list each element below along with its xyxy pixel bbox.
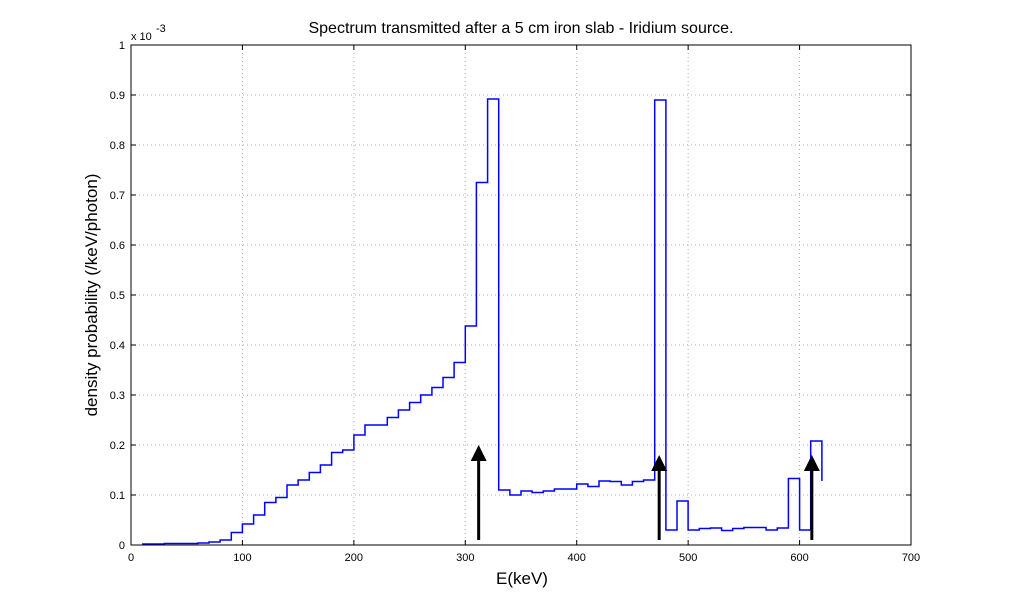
y-tick-label: 0.8 <box>110 140 125 152</box>
y-tick-label: 0.4 <box>110 340 125 352</box>
y-exponent-label: -3 <box>156 23 166 35</box>
x-axis-label: E(keV) <box>496 569 548 588</box>
annotation-arrow <box>803 455 820 540</box>
x-tick-label: 700 <box>902 552 920 564</box>
grid <box>131 45 911 545</box>
x-tick-label: 400 <box>568 552 586 564</box>
annotation-arrow <box>651 455 668 540</box>
series-layer <box>142 98 823 545</box>
y-scale-multiplier: x 10 -3 <box>131 23 166 43</box>
y-tick-label: 0.5 <box>110 290 125 302</box>
arrow-head <box>803 455 820 471</box>
y-tick-label: 1 <box>119 40 125 52</box>
y-tick-label: 0.1 <box>110 490 125 502</box>
plot-frame <box>130 44 912 546</box>
chart-title: Spectrum transmitted after a 5 cm iron s… <box>308 20 733 37</box>
y-tick-label: 0.6 <box>110 240 125 252</box>
arrow-head <box>651 455 668 471</box>
y-tick-label: 0.9 <box>110 90 125 102</box>
arrow-head <box>470 445 487 461</box>
y-multiplier-label: x 10 <box>131 31 152 43</box>
y-tick-label: 0.3 <box>110 390 125 402</box>
x-tick-labels: 0 100 200 300 400 500 600 700 <box>128 552 920 564</box>
x-tick-label: 300 <box>456 552 474 564</box>
series-line-0 <box>142 98 823 545</box>
x-tick-label: 0 <box>128 552 134 564</box>
x-tick-label: 500 <box>679 552 697 564</box>
annotation-arrow <box>470 445 487 540</box>
y-tick-labels: 0 0.1 0.2 0.3 0.4 0.5 0.6 0.7 0.8 0.9 1 <box>110 40 125 552</box>
y-tick-label: 0.2 <box>110 440 125 452</box>
y-tick-label: 0.7 <box>110 190 125 202</box>
x-tick-label: 100 <box>233 552 251 564</box>
x-tick-label: 200 <box>345 552 363 564</box>
x-tick-label: 600 <box>790 552 808 564</box>
y-tick-label: 0 <box>119 540 125 552</box>
y-axis-label: density probability (/keV/photon) <box>82 174 101 417</box>
annotation-arrows <box>470 445 820 540</box>
